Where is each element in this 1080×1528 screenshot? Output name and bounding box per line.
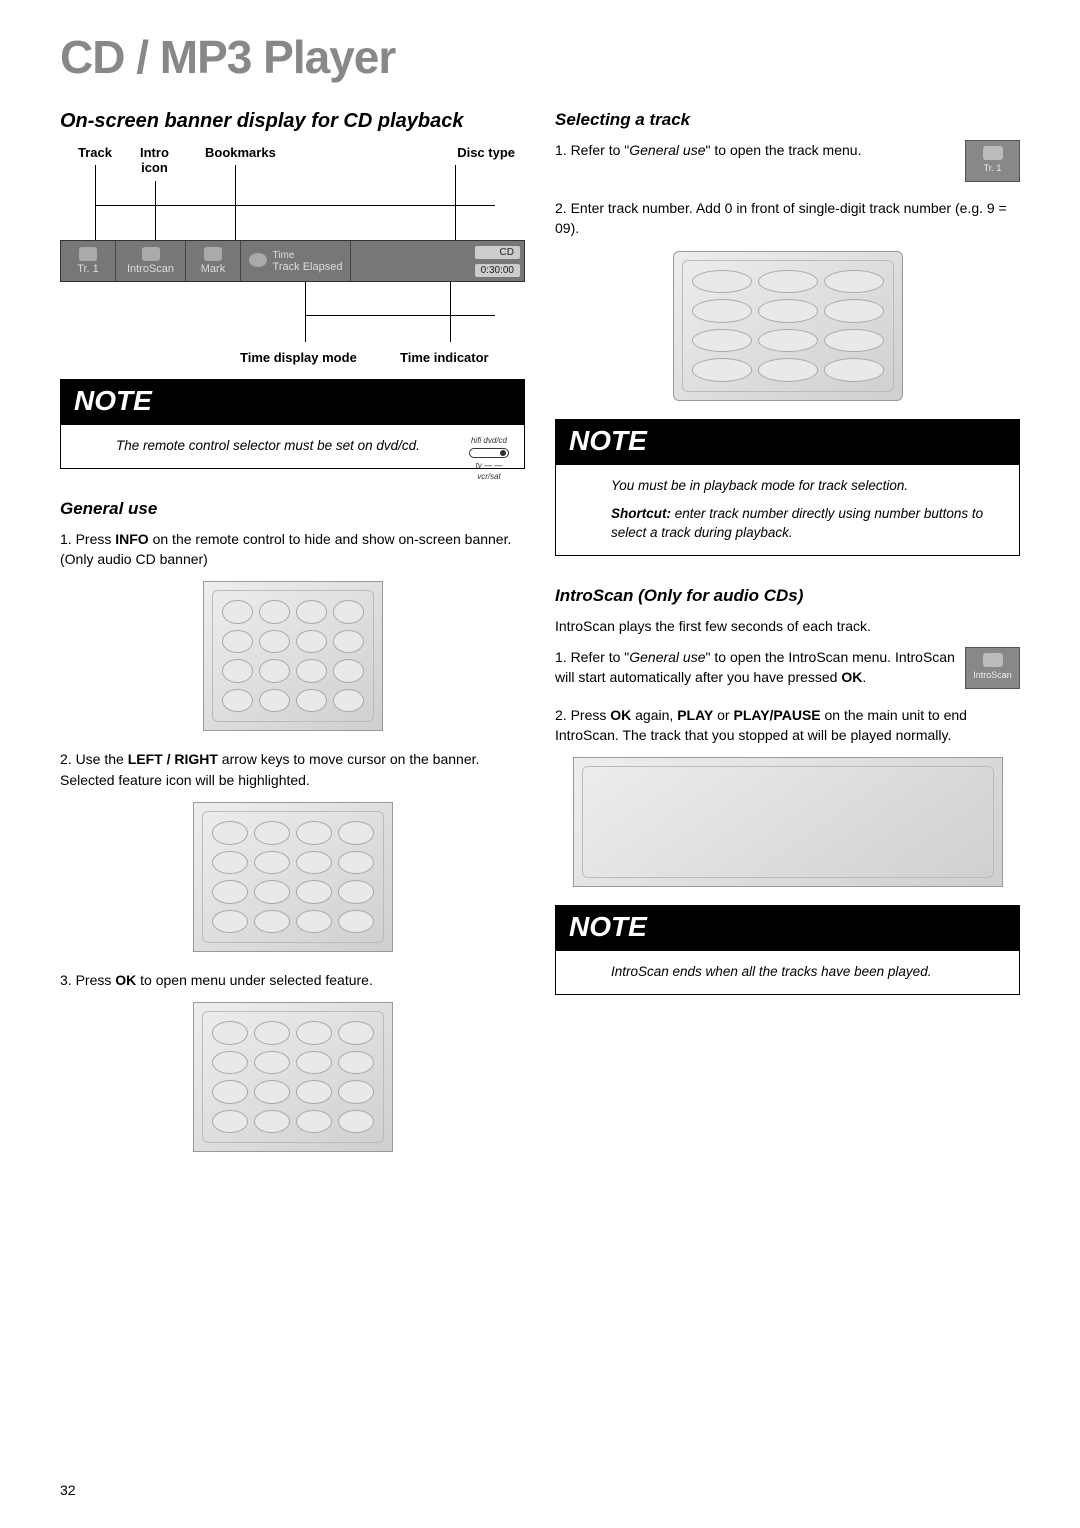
label-intro-icon: Intro icon <box>140 145 169 175</box>
label-time-display: Time display mode <box>240 350 357 365</box>
bookmark-icon <box>204 247 222 261</box>
disc-type-pill: CD <box>475 246 520 259</box>
connector-line <box>155 181 156 240</box>
strip-introscan: IntroScan <box>116 241 186 281</box>
connector-line <box>95 205 495 206</box>
selecting-track-heading: Selecting a track <box>555 110 1020 130</box>
keypad-image <box>673 251 903 401</box>
remote-image-2 <box>193 802 393 952</box>
note-body: IntroScan ends when all the tracks have … <box>555 951 1020 995</box>
clock-icon <box>249 253 267 267</box>
general-use-heading: General use <box>60 499 525 519</box>
strip-mark: Mark <box>186 241 241 281</box>
page-title: CD / MP3 Player <box>60 30 1020 84</box>
slider-icon <box>469 448 509 458</box>
note-introscan-ends: NOTE IntroScan ends when all the tracks … <box>555 905 1020 995</box>
time-indicator-pill: 0:30:00 <box>475 264 520 277</box>
connector-line <box>450 282 451 342</box>
left-column: On-screen banner display for CD playback… <box>60 102 525 1170</box>
strip-time-mode: Time Track Elapsed <box>241 241 351 281</box>
strip-track: Tr. 1 <box>61 241 116 281</box>
banner-strip: Tr. 1 IntroScan Mark Time Track Elapsed <box>60 240 525 282</box>
connector-line <box>455 165 456 240</box>
connector-line <box>95 165 96 240</box>
remote-image-3 <box>193 1002 393 1152</box>
label-track: Track <box>78 145 112 160</box>
note-remote-selector: NOTE The remote control selector must be… <box>60 379 525 469</box>
right-column: Selecting a track Tr. 1 1. Refer to "Gen… <box>555 102 1020 1170</box>
banner-diagram: Track Intro icon Bookmarks Disc type Tr.… <box>60 145 525 365</box>
two-column-layout: On-screen banner display for CD playback… <box>60 102 1020 1170</box>
label-time-indicator: Time indicator <box>400 350 489 365</box>
label-disc-type: Disc type <box>457 145 515 160</box>
introscan-step-1: IntroScan 1. Refer to "General use" to o… <box>555 647 1020 695</box>
disc-icon <box>79 247 97 261</box>
note-heading: NOTE <box>555 419 1020 465</box>
main-unit-image <box>573 757 1003 887</box>
banner-section-heading: On-screen banner display for CD playback <box>60 110 525 133</box>
disc-icon <box>983 146 1003 160</box>
label-bookmarks: Bookmarks <box>205 145 276 160</box>
selecting-step-1: Tr. 1 1. Refer to "General use" to open … <box>555 140 1020 188</box>
connector-line <box>235 165 236 240</box>
note-heading: NOTE <box>555 905 1020 951</box>
general-step-2: 2. Use the LEFT / RIGHT arrow keys to mo… <box>60 749 525 790</box>
strip-time-indicator: CD 0:30:00 <box>471 241 524 281</box>
connector-line <box>305 282 306 342</box>
note-heading: NOTE <box>60 379 525 425</box>
selecting-step-2: 2. Enter track number. Add 0 in front of… <box>555 198 1020 239</box>
note-body: You must be in playback mode for track s… <box>555 465 1020 557</box>
selector-switch-icon: hifi dvd/cd tv — — vcr/sat <box>464 435 514 483</box>
general-step-3: 3. Press OK to open menu under selected … <box>60 970 525 990</box>
page-number: 32 <box>60 1482 76 1498</box>
remote-image-1 <box>203 581 383 731</box>
introscan-desc: IntroScan plays the first few seconds of… <box>555 616 1020 636</box>
introscan-tiny-icon: IntroScan <box>965 647 1020 689</box>
connector-line <box>305 315 495 316</box>
intro-icon <box>983 653 1003 667</box>
general-step-1: 1. Press INFO on the remote control to h… <box>60 529 525 570</box>
introscan-heading: IntroScan (Only for audio CDs) <box>555 586 1020 606</box>
intro-icon <box>142 247 160 261</box>
note-playback-mode: NOTE You must be in playback mode for tr… <box>555 419 1020 557</box>
track-tiny-icon: Tr. 1 <box>965 140 1020 182</box>
introscan-step-2: 2. Press OK again, PLAY or PLAY/PAUSE on… <box>555 705 1020 746</box>
note-body: The remote control selector must be set … <box>60 425 525 469</box>
